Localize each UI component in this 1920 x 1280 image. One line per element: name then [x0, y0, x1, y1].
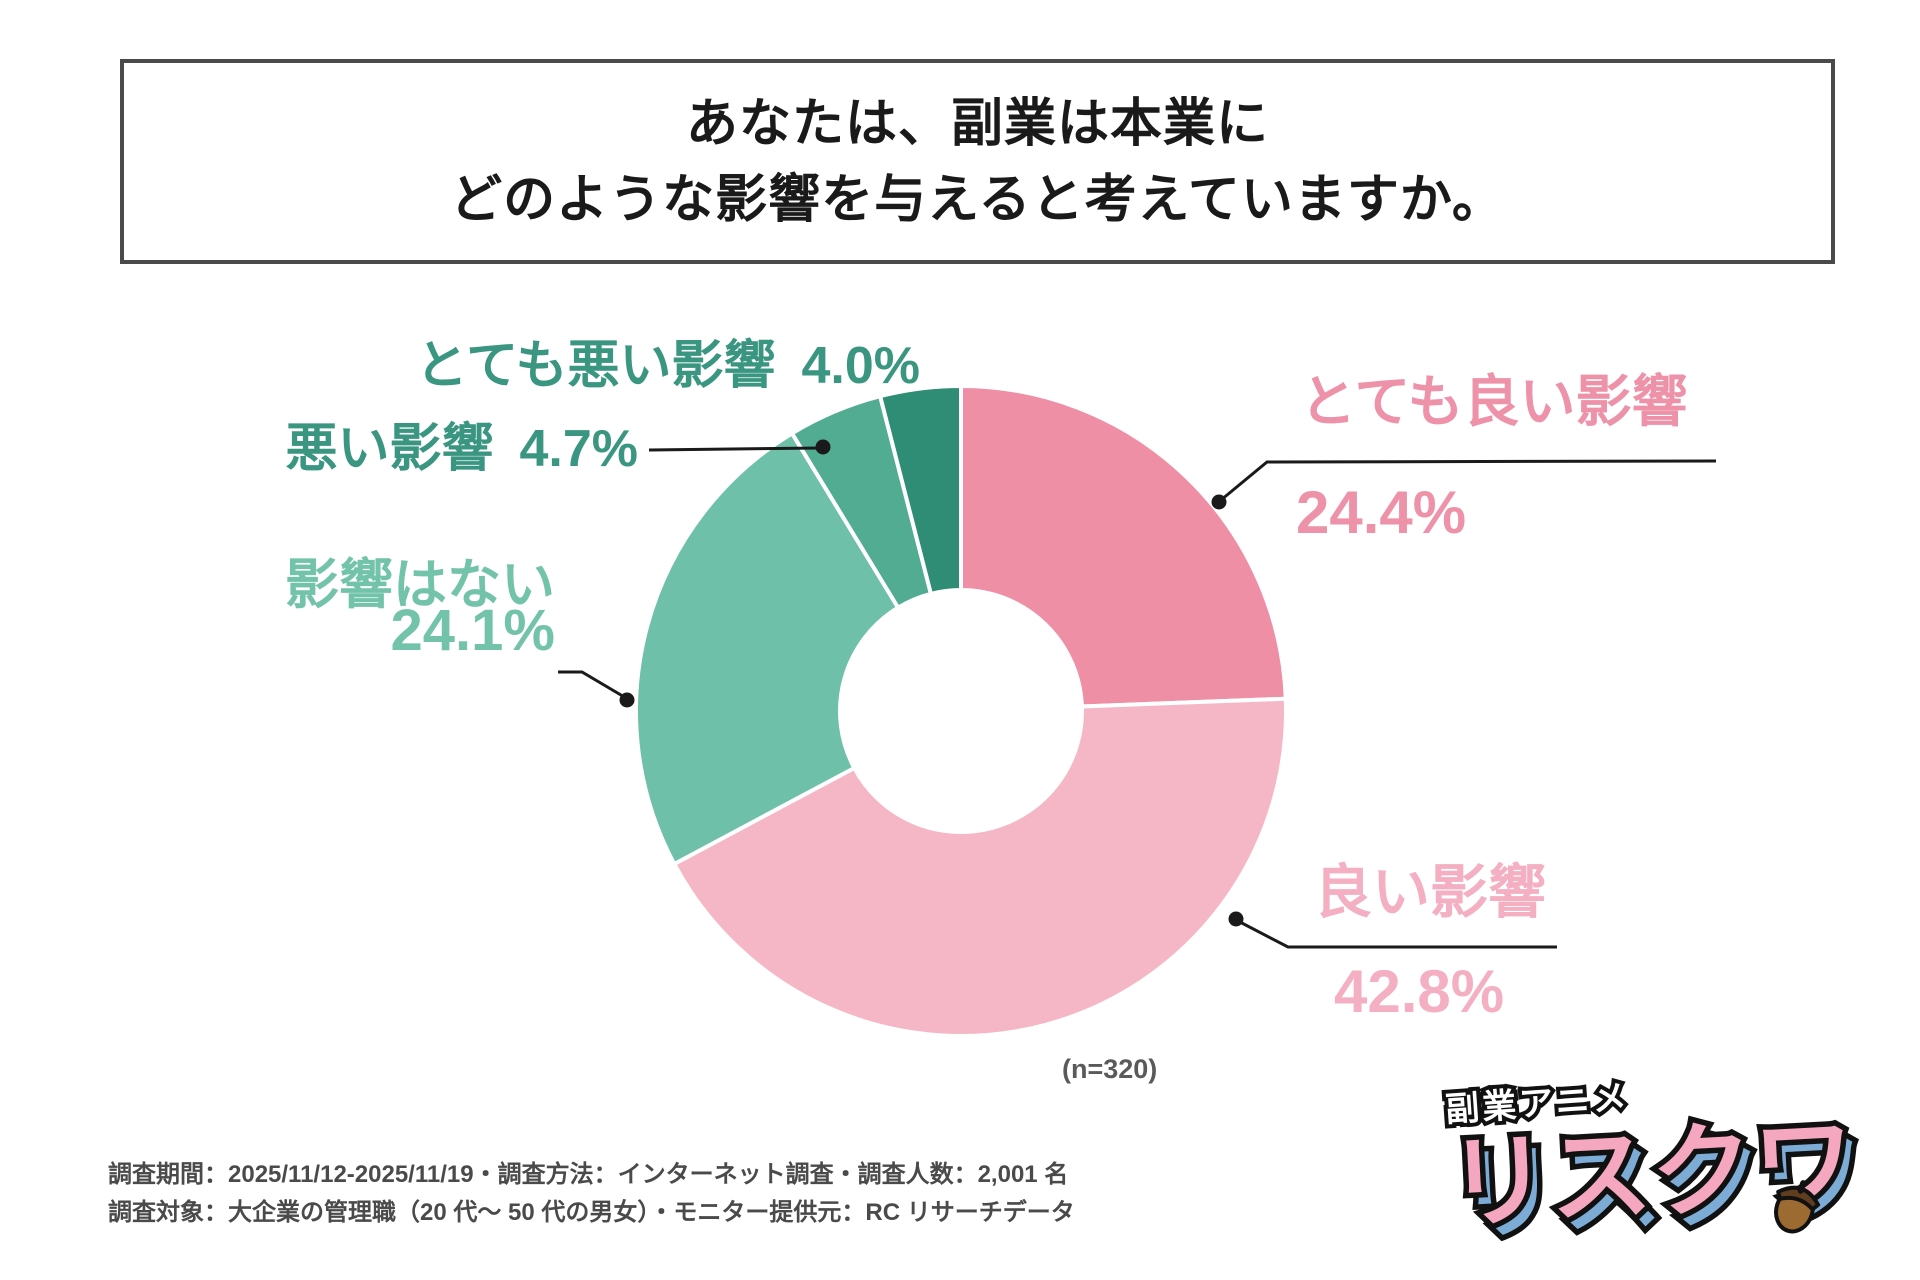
leader-dot-bad — [815, 439, 831, 455]
leader-dot-good — [1228, 911, 1244, 927]
footer-line2: 調査対象：大企業の管理職（20 代〜 50 代の男女）・モニター提供元：RC リ… — [108, 1199, 1075, 1226]
label-none-name: 影響はない — [285, 555, 555, 615]
label-good: 良い影響 — [1314, 860, 1546, 927]
leader-line-bad — [648, 446, 822, 452]
leader-line-none — [558, 670, 627, 700]
leader-line-good — [1237, 919, 1557, 949]
label-very-bad-pct: 4.0% — [801, 337, 920, 395]
label-very-good: とても良い影響 — [1300, 370, 1688, 434]
label-bad: 悪い影響 4.7% — [285, 420, 638, 480]
label-good-pct: 42.8% — [1334, 958, 1505, 1025]
label-none-percentage: 24.1% — [391, 598, 555, 665]
sample-size-note: (n=320) — [1062, 1054, 1158, 1084]
survey-methodology-footer: 調査期間：2025/11/12-2025/11/19・調査方法：インターネット調… — [108, 1156, 1075, 1232]
acorn-icon — [1774, 1180, 1821, 1234]
donut-slice-none — [634, 431, 901, 866]
donut-slice-very-bad — [878, 384, 963, 596]
label-good-percentage: 42.8% — [1334, 957, 1504, 1026]
leader-dot-very-good — [1211, 494, 1227, 510]
leader-dot-none — [619, 692, 635, 708]
label-bad-pct: 4.7% — [519, 420, 638, 478]
label-very-good-pct: 24.4% — [1296, 479, 1467, 546]
footer-line1: 調査期間：2025/11/12-2025/11/19・調査方法：インターネット調… — [108, 1161, 1069, 1188]
brand-logo: リスクワ リスクワ 副業アニメ — [1415, 1072, 1873, 1262]
label-very-bad: とても悪い影響 4.0% — [416, 337, 920, 397]
question-title-line1: あなたは、副業は本業に — [685, 94, 1269, 153]
question-title-box: あなたは、副業は本業に どのような影響を与えると考えていますか。 — [120, 59, 1835, 264]
label-good-name: 良い影響 — [1314, 860, 1547, 925]
label-none: 影響はない — [285, 554, 555, 616]
leader-line-very-good — [1220, 459, 1717, 502]
label-very-good-name: とても良い影響 — [1300, 370, 1688, 433]
label-none-pct: 24.1% — [390, 598, 555, 663]
label-bad-name: 悪い影響 — [285, 420, 494, 478]
label-very-bad-name: とても悪い影響 — [415, 337, 776, 395]
label-very-good-percentage: 24.4% — [1296, 478, 1466, 547]
question-title-line2: どのような影響を与えると考えていますか。 — [450, 170, 1505, 229]
donut-slice-very-good — [959, 384, 1288, 709]
